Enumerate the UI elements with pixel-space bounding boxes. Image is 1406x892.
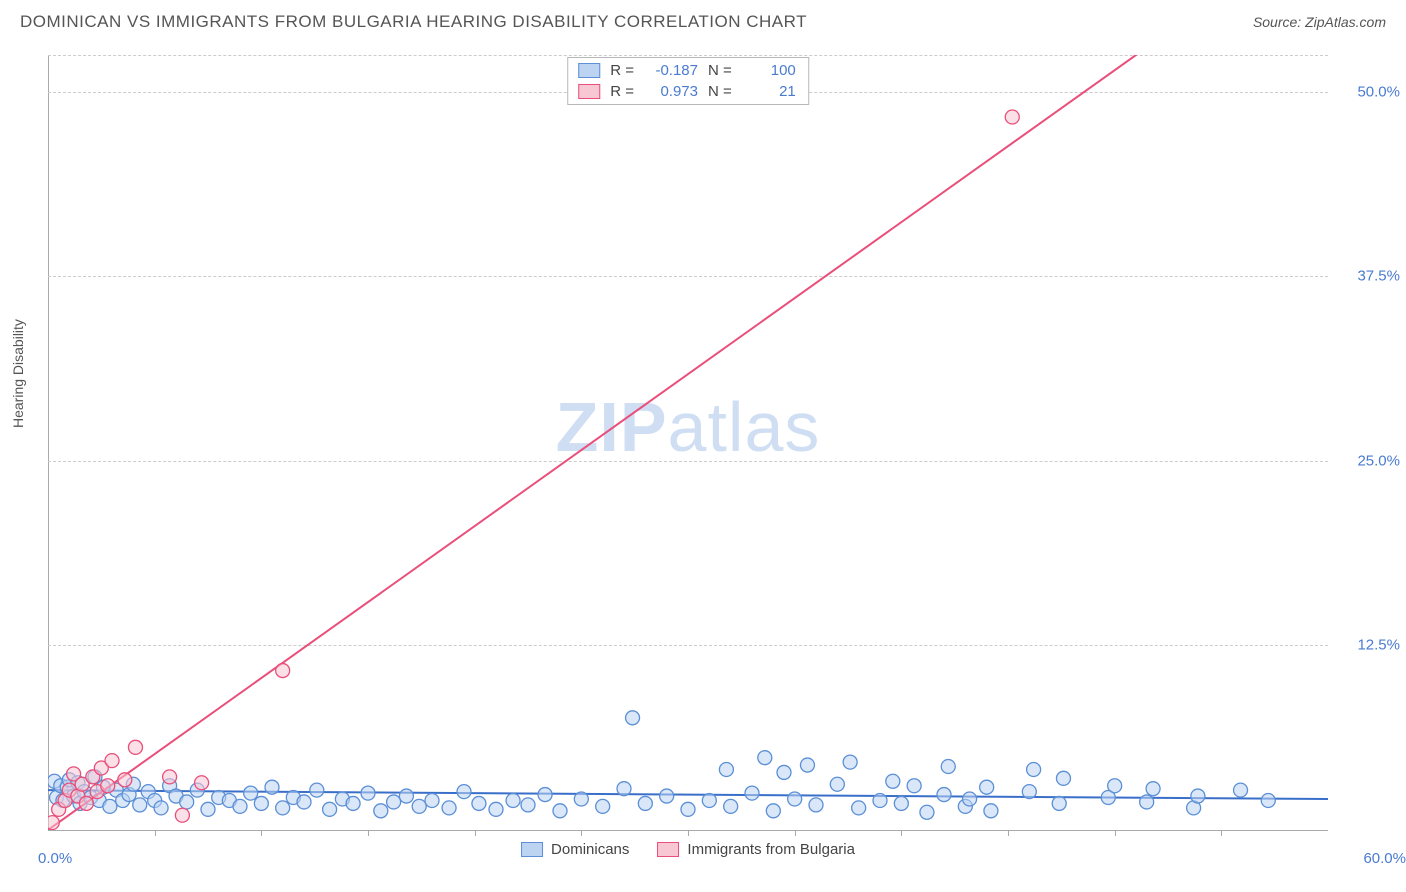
x-tick: [1221, 830, 1222, 836]
correlation-legend: R = -0.187 N = 100 R = 0.973 N = 21: [567, 57, 809, 105]
x-tick: [475, 830, 476, 836]
x-tick-max: 60.0%: [1363, 850, 1406, 867]
y-tick-label: 25.0%: [1357, 452, 1400, 469]
plot-area: ZIPatlas 0.0% 60.0% R = -0.187 N = 100 R…: [48, 55, 1328, 830]
series-legend: Dominicans Immigrants from Bulgaria: [521, 841, 855, 858]
y-tick-label: 37.5%: [1357, 268, 1400, 285]
r-label-1: R =: [610, 83, 634, 100]
x-tick: [1115, 830, 1116, 836]
x-tick: [368, 830, 369, 836]
x-tick: [581, 830, 582, 836]
y-axis-label: Hearing Disability: [10, 319, 26, 428]
chart-title: DOMINICAN VS IMMIGRANTS FROM BULGARIA HE…: [20, 12, 807, 32]
y-tick-label: 12.5%: [1357, 637, 1400, 654]
x-tick-min: 0.0%: [38, 850, 72, 867]
r-value-0: -0.187: [644, 62, 698, 79]
legend-label-dominicans: Dominicans: [551, 841, 629, 858]
legend-swatch-bulgaria: [657, 842, 679, 857]
r-label-0: R =: [610, 62, 634, 79]
chart-header: DOMINICAN VS IMMIGRANTS FROM BULGARIA HE…: [0, 0, 1406, 40]
swatch-dominicans: [578, 63, 600, 78]
scatter-plot-svg: [48, 55, 1328, 830]
source-prefix: Source:: [1253, 14, 1305, 30]
x-tick: [688, 830, 689, 836]
legend-item-bulgaria: Immigrants from Bulgaria: [657, 841, 855, 858]
legend-row-bulgaria: R = 0.973 N = 21: [578, 83, 796, 100]
swatch-bulgaria: [578, 84, 600, 99]
x-tick: [261, 830, 262, 836]
chart-container: ZIPatlas 0.0% 60.0% R = -0.187 N = 100 R…: [48, 55, 1328, 830]
legend-swatch-dominicans: [521, 842, 543, 857]
r-value-1: 0.973: [644, 83, 698, 100]
x-tick: [155, 830, 156, 836]
n-label-1: N =: [708, 83, 732, 100]
legend-item-dominicans: Dominicans: [521, 841, 629, 858]
x-tick: [901, 830, 902, 836]
legend-label-bulgaria: Immigrants from Bulgaria: [687, 841, 855, 858]
n-value-0: 100: [742, 62, 796, 79]
n-label-0: N =: [708, 62, 732, 79]
source-attribution: Source: ZipAtlas.com: [1253, 14, 1386, 30]
y-tick-label: 50.0%: [1357, 83, 1400, 100]
x-tick: [1008, 830, 1009, 836]
n-value-1: 21: [742, 83, 796, 100]
legend-row-dominicans: R = -0.187 N = 100: [578, 62, 796, 79]
x-tick: [795, 830, 796, 836]
source-name: ZipAtlas.com: [1305, 14, 1386, 30]
